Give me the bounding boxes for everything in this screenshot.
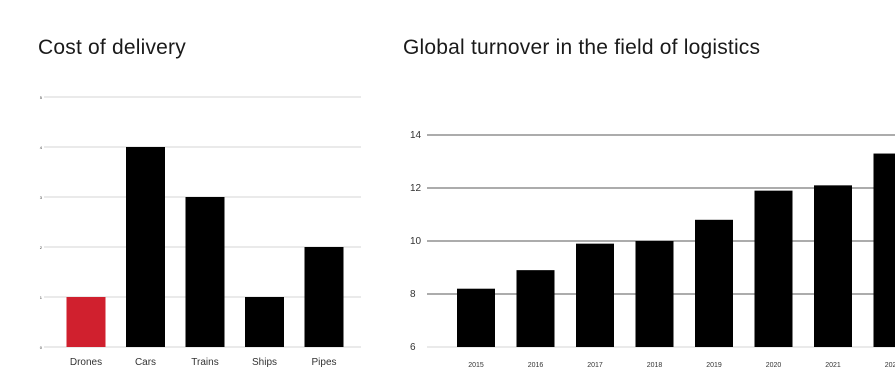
y-tick-label: 3 [40,195,43,200]
x-tick-label-pipes: Pipes [311,357,336,368]
x-tick-label-drones: Drones [70,357,102,368]
y-tick-label: 0 [40,345,43,350]
bar-2022 [873,153,895,347]
x-tick-label-ships: Ships [252,357,277,368]
cost-of-delivery-chart: 0 1 2 3 4 5 Drones Cars Trains Ships Pipes [40,95,361,368]
y-tick-label: 8 [410,289,416,300]
y-tick-label: 4 [40,145,43,150]
x-tick-label-2016: 2016 [528,362,544,369]
y-tick-label: 2 [40,245,43,250]
bar-cars [126,147,165,347]
bar-2017 [576,243,614,347]
bar-drones [66,297,106,347]
y-tick-label: 5 [40,95,43,100]
y-tick-label: 14 [410,130,422,141]
global-turnover-chart: 6 8 10 12 14 2015 2016 2017 2018 2019 2020 2021 2022 [410,130,895,369]
y-tick-label: 10 [410,236,422,247]
x-tick-label-trains: Trains [191,357,218,368]
bar-2015 [457,288,495,347]
bar-2018 [635,241,674,347]
x-tick-label-2019: 2019 [706,362,722,369]
bar-ships [245,297,284,347]
chart-title-cost-of-delivery: Cost of delivery [38,36,186,59]
y-tick-label: 6 [410,342,416,353]
bar-2016 [516,270,555,347]
x-tick-label-2015: 2015 [468,362,484,369]
bar-pipes [304,247,344,347]
x-tick-label-2021: 2021 [825,362,841,369]
y-tick-label: 12 [410,183,422,194]
x-tick-label-2022: 2022 [885,362,895,369]
bar-2019 [695,219,733,347]
bar-2020 [754,190,793,347]
x-tick-label-cars: Cars [135,357,156,368]
x-tick-label-2018: 2018 [647,362,663,369]
x-tick-label-2020: 2020 [766,362,782,369]
bar-trains [185,197,225,347]
bar-2021 [814,185,852,347]
chart-title-global-turnover: Global turnover in the field of logistic… [403,36,761,59]
x-tick-label-2017: 2017 [587,362,603,369]
y-tick-label: 1 [40,295,43,300]
